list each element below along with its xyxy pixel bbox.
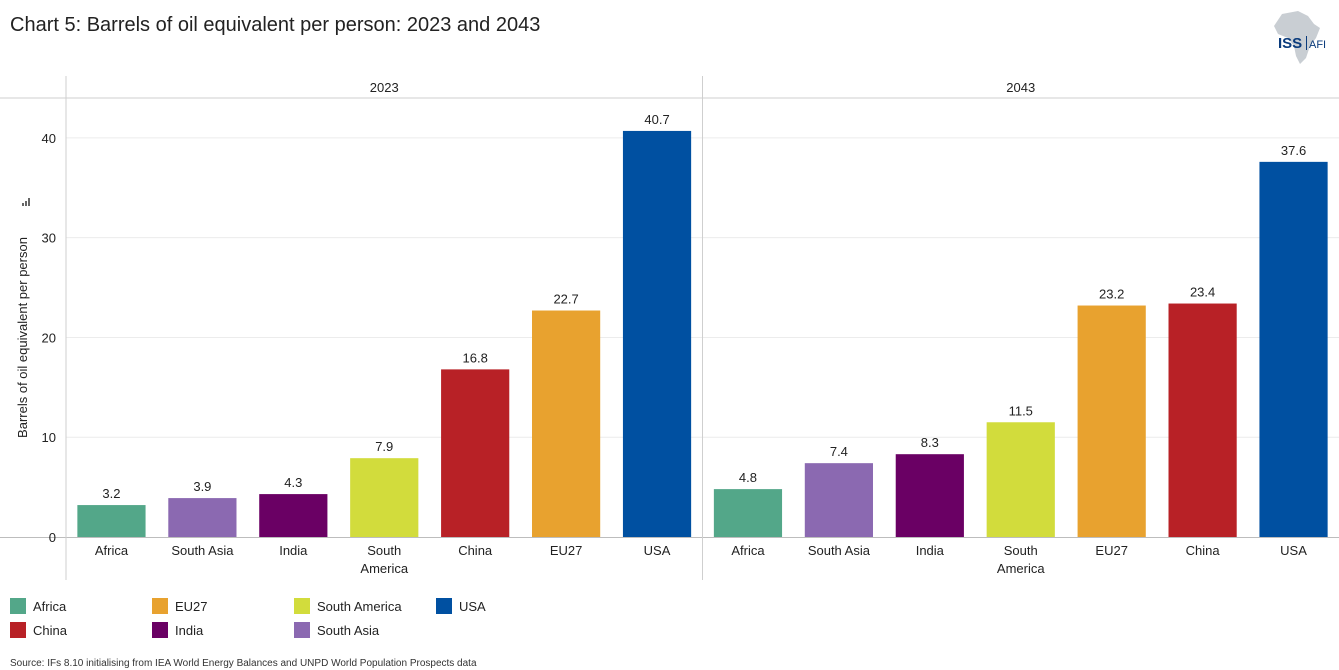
x-tick-label: South America [360,543,408,576]
panels: 2023 3.2 Africa 3.9 South Asia 4.3 India 7.9 Sou… [77,76,1328,580]
y-axis: 0 10 20 30 40 [42,131,56,545]
legend-item: South America [294,598,402,614]
bar [622,130,692,538]
legend-item: China [10,622,67,638]
iss-afi-logo: ISS AFI [1268,8,1334,66]
legend-swatch [10,622,26,638]
bar [168,498,237,537]
bar [1259,161,1328,537]
legend-item: USA [436,598,486,614]
data-label: 23.2 [1099,287,1124,302]
data-label: 8.3 [921,435,939,450]
legend-swatch [152,622,168,638]
data-label: 3.2 [102,486,120,501]
legend-label: Africa [33,598,67,614]
bar [1168,303,1237,537]
legend-label: China [33,622,67,638]
x-tick-label: China [1186,543,1221,558]
y-tick-label: 10 [42,430,56,445]
data-label: 7.9 [375,439,393,454]
panel-header: 2023 [370,80,399,95]
x-tick-label: China [458,543,493,558]
bar [77,505,146,537]
sort-icon-bar [28,198,30,206]
data-label: 16.8 [463,350,488,365]
legend-swatch [152,598,168,614]
x-tick-label: EU27 [1095,543,1128,558]
logo-iss-text: ISS [1278,35,1302,52]
data-label: 3.9 [193,479,211,494]
sort-icon-bar [22,203,24,206]
africa-map-icon [1274,11,1320,64]
bar [350,458,419,537]
legend: Africa EU27 South America USA China India Sout… [10,598,710,642]
bar [259,494,328,537]
legend-item: Africa [10,598,66,614]
sort-icon [22,198,30,206]
x-tick-label: Africa [95,543,129,558]
y-tick-label: 0 [49,530,56,545]
data-label: 4.8 [739,470,757,485]
data-label: 23.4 [1190,285,1215,300]
sort-icon-bar [25,201,27,206]
legend-swatch [10,598,26,614]
x-tick-label: South America [997,543,1045,576]
x-tick-label: Africa [731,543,765,558]
panel-2023: 2023 3.2 Africa 3.9 South Asia 4.3 India 7.9 Sou… [77,80,692,576]
bar [532,310,601,537]
bar [713,489,783,537]
chart-frame [0,76,1339,580]
y-tick-label: 30 [42,231,56,246]
y-tick-label: 40 [42,131,56,146]
legend-swatch [294,622,310,638]
data-label: 11.5 [1009,403,1033,418]
bar-chart: 0 10 20 30 40 2023 3.2 Africa 3.9 South Asia 4.3 I… [0,76,1339,580]
source-note: Source: IFs 8.10 initialising from IEA W… [10,658,477,669]
x-tick-label: EU27 [550,543,583,558]
legend-label: India [175,622,204,638]
x-tick-label: South Asia [171,543,234,558]
data-label: 22.7 [553,292,578,307]
bar [804,463,873,537]
legend-label: USA [459,598,486,614]
chart-title: Chart 5: Barrels of oil equivalent per p… [10,14,541,36]
x-tick-label: India [279,543,308,558]
panel-header: 2043 [1006,80,1035,95]
data-label: 37.6 [1281,143,1306,158]
legend-label: South America [317,598,402,614]
legend-swatch [436,598,452,614]
bar [986,422,1055,537]
legend-label: EU27 [175,598,208,614]
legend-item: EU27 [152,598,208,614]
data-label: 4.3 [284,475,302,490]
data-label: 7.4 [830,444,848,459]
legend-label: South Asia [317,622,380,638]
y-tick-label: 20 [42,330,56,345]
legend-item: India [152,622,203,638]
x-tick-label: USA [644,543,671,558]
x-tick-label: South Asia [808,543,871,558]
logo-afi-text: AFI [1309,39,1326,51]
y-axis-label: Barrels of oil equivalent per person [15,237,30,438]
bar [895,454,964,537]
x-tick-label: India [916,543,945,558]
panel-2043: 2043 4.8 Africa 7.4 South Asia 8.3 India 11.5 So… [702,76,1328,580]
bar [1077,305,1146,537]
x-tick-label: USA [1280,543,1307,558]
legend-item: South Asia [294,622,379,638]
legend-swatch [294,598,310,614]
bar [441,369,510,537]
data-label: 40.7 [644,112,669,127]
